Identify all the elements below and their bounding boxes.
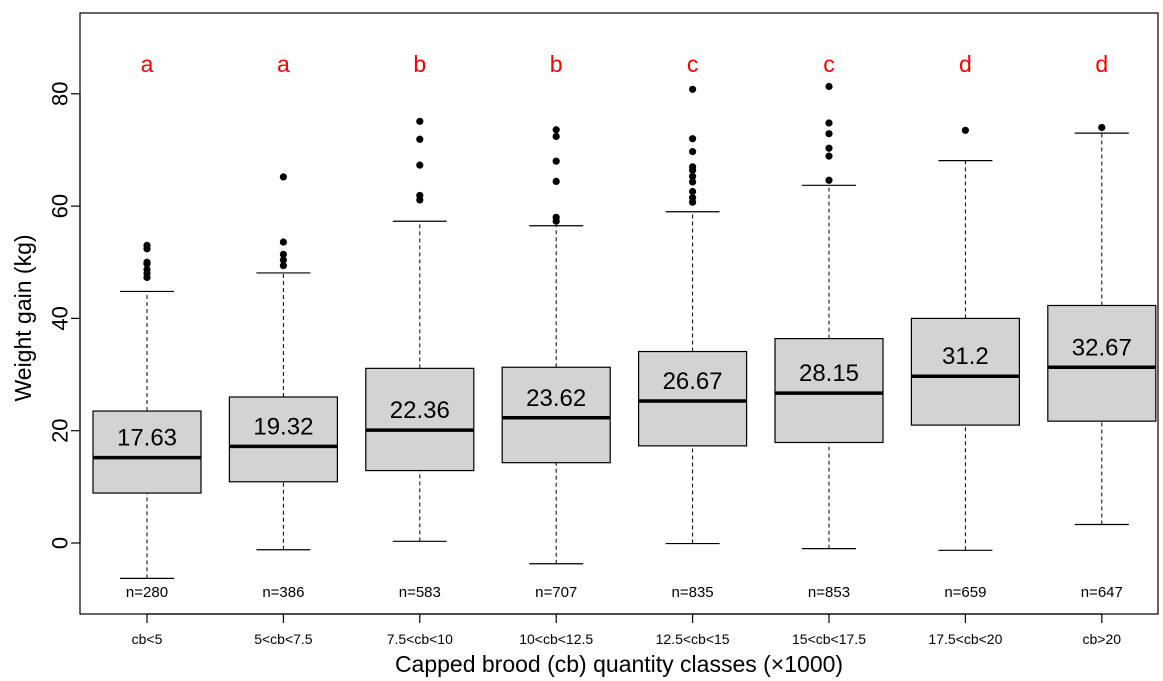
box-group: 32.67 n=647 d: [1047, 51, 1157, 601]
outlier-point: [416, 161, 424, 169]
n-label: n=386: [262, 584, 304, 601]
mean-label: 17.63: [117, 425, 177, 452]
x-tick-label: 10<cb<12.5: [519, 631, 593, 647]
x-tick-label: 5<cb<7.5: [254, 631, 313, 647]
n-label: n=659: [944, 584, 986, 601]
box-rect: [92, 410, 202, 494]
outlier-point: [689, 163, 697, 171]
group-letter: a: [141, 51, 154, 77]
box-group: 23.62 n=707 b: [501, 51, 611, 601]
outlier-point: [416, 191, 424, 200]
group-letter: a: [277, 51, 290, 77]
mean-label: 32.67: [1072, 334, 1132, 361]
box-group: 31.2 n=659 d: [910, 51, 1021, 601]
box-group: 28.15 n=853 c: [774, 51, 884, 601]
outlier-point: [552, 126, 560, 134]
mean-label: 22.36: [390, 397, 450, 424]
y-axis: 0 20 40 60 80: [48, 82, 81, 549]
mean-label: 23.62: [526, 385, 586, 412]
outlier-point: [825, 176, 833, 184]
x-tick-label: cb>20: [1083, 631, 1122, 647]
outlier-point: [1098, 123, 1106, 132]
n-label: n=583: [399, 584, 441, 601]
outlier-point: [689, 178, 697, 186]
y-tick-label: 0: [48, 537, 73, 549]
y-tick-label: 40: [48, 306, 73, 330]
outlier-point: [689, 194, 697, 202]
outlier-point: [552, 177, 560, 185]
outlier-point: [279, 256, 287, 264]
outlier-point: [143, 265, 151, 274]
x-tick-label: 17.5<cb<20: [928, 631, 1002, 647]
x-axis: cb<5 5<cb<7.5 7.5<cb<10 10<cb<12.5 12.5<cb<1…: [132, 613, 1122, 647]
box-group: 26.67 n=835 c: [637, 51, 748, 601]
box-rect: [365, 367, 475, 472]
box-rect: [774, 338, 884, 444]
box-rect: [501, 366, 611, 464]
n-label: n=280: [126, 584, 168, 601]
outlier-point: [689, 172, 697, 180]
outlier-point: [552, 157, 560, 165]
group-letter: b: [413, 51, 426, 77]
outlier-point: [825, 130, 833, 138]
n-label: n=853: [808, 584, 850, 601]
group-letter: c: [823, 51, 835, 77]
y-axis-title: Weight gain (kg): [10, 234, 36, 401]
y-tick-label: 60: [48, 194, 73, 218]
n-label: n=707: [535, 584, 577, 601]
outlier-point: [825, 144, 833, 152]
y-tick-label: 20: [48, 418, 73, 442]
outlier-point: [416, 117, 424, 125]
x-tick-label: cb<5: [132, 631, 163, 647]
box-group: 19.32 n=386 a: [228, 51, 338, 601]
box-rect: [1047, 304, 1157, 422]
mean-label: 28.15: [799, 360, 859, 387]
x-tick-label: 7.5<cb<10: [387, 631, 453, 647]
mean-label: 31.2: [942, 343, 989, 370]
outlier-point: [689, 85, 697, 93]
outlier-point: [279, 173, 287, 181]
outlier-point: [279, 250, 287, 258]
outlier-point: [689, 187, 697, 196]
box-group: 22.36 n=583 b: [365, 51, 475, 601]
outlier-point: [143, 241, 151, 250]
box-rect: [910, 317, 1021, 426]
outlier-point: [552, 132, 560, 141]
outlier-point: [689, 148, 697, 156]
outlier-point: [825, 119, 833, 127]
group-letter: d: [1095, 51, 1108, 77]
outlier-point: [416, 135, 424, 143]
outlier-point: [143, 258, 151, 266]
box-series: 17.63 n=280 a 19.32 n=386 a 22.36 n=583 b 23.62 n=…: [92, 51, 1157, 601]
outlier-point: [825, 152, 833, 160]
box-rect: [228, 396, 338, 483]
group-letter: c: [687, 51, 699, 77]
box-group: 17.63 n=280 a: [92, 51, 202, 601]
outlier-point: [689, 135, 697, 143]
group-letter: d: [959, 51, 972, 77]
outlier-point: [825, 82, 833, 91]
x-tick-label: 12.5<cb<15: [656, 631, 730, 647]
x-tick-label: 15<cb<17.5: [792, 631, 866, 647]
outlier-point: [552, 213, 560, 221]
mean-label: 26.67: [663, 368, 723, 395]
y-tick-label: 80: [48, 82, 73, 106]
mean-label: 19.32: [253, 413, 313, 440]
outlier-point: [279, 238, 287, 246]
box-rect: [637, 350, 748, 447]
n-label: n=835: [672, 584, 714, 601]
outlier-point: [279, 262, 287, 270]
x-axis-title: Capped brood (cb) quantity classes (×100…: [395, 651, 843, 677]
outlier-point: [961, 126, 970, 134]
n-label: n=647: [1081, 584, 1123, 601]
group-letter: b: [550, 51, 563, 77]
